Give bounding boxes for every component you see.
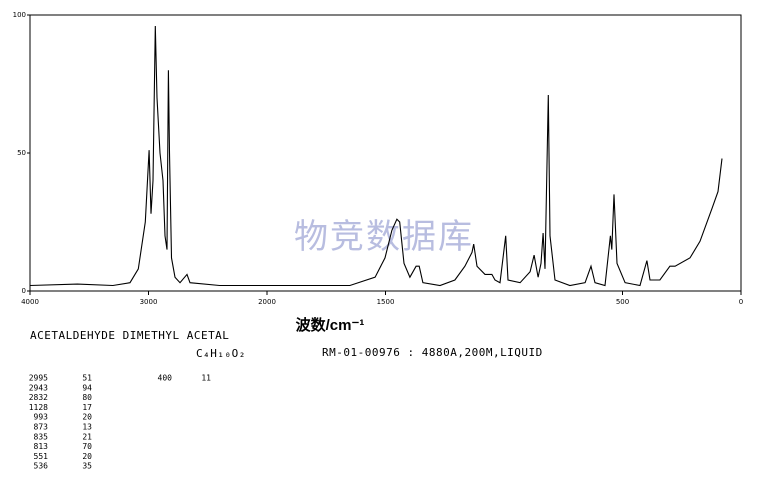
x-tick-label: 500 [616, 298, 629, 306]
peak-intensity: 17 [82, 403, 92, 412]
x-tick-label: 1500 [377, 298, 395, 306]
peak-wavenumber: 873 [34, 423, 49, 432]
peak-intensity: 21 [82, 432, 92, 441]
catalog: RM-01-00976 : 4880A,200M,LIQUID [322, 346, 543, 359]
peak-wavenumber: 2943 [29, 383, 48, 392]
spectrum-line [29, 25, 723, 287]
peak-intensity: 11 [201, 374, 211, 383]
peak-intensity: 20 [82, 413, 92, 422]
peak-intensity: 20 [82, 452, 92, 461]
peak-wavenumber: 2832 [29, 393, 48, 402]
peak-intensity: 35 [82, 462, 92, 471]
peak-wavenumber: 536 [34, 462, 49, 471]
x-axis-label: 波数/cm⁻¹ [296, 316, 365, 334]
peak-intensity: 51 [82, 374, 92, 383]
peak-wavenumber: 400 [158, 374, 173, 383]
y-tick-label: 0 [22, 287, 26, 295]
peak-intensity: 70 [82, 442, 92, 451]
formula: C₄H₁₀O₂ [196, 347, 246, 360]
peak-wavenumber: 551 [34, 452, 49, 461]
y-tick-label: 100 [13, 11, 26, 19]
peak-wavenumber: 813 [34, 442, 49, 451]
watermark: 物竞数据库 [294, 218, 474, 256]
x-tick-label: 3000 [140, 298, 158, 306]
x-tick-label: 4000 [21, 298, 39, 306]
x-tick-label: 2000 [258, 298, 276, 306]
peak-wavenumber: 2995 [29, 374, 48, 383]
peak-wavenumber: 835 [34, 432, 49, 441]
peak-intensity: 13 [82, 423, 92, 432]
peak-intensity: 94 [82, 383, 92, 392]
compound-name: ACETALDEHYDE DIMETHYL ACETAL [30, 329, 229, 342]
peak-wavenumber: 993 [34, 413, 49, 422]
x-tick-label: 0 [739, 298, 743, 306]
y-tick-label: 50 [17, 149, 26, 157]
peak-wavenumber: 1128 [29, 403, 48, 412]
peak-intensity: 80 [82, 393, 92, 402]
